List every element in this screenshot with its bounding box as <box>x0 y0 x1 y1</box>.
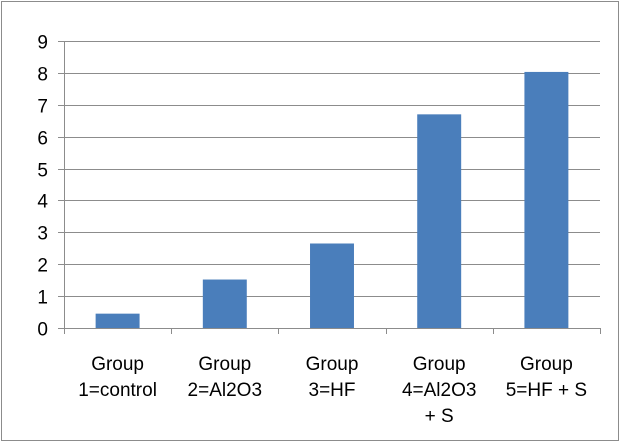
y-tick-label: 5 <box>37 161 48 182</box>
y-tick-label: 1 <box>37 288 48 309</box>
x-category-label: Group <box>413 354 466 375</box>
y-tick-label: 4 <box>37 192 48 213</box>
x-category-label: 5=HF + S <box>506 380 587 401</box>
y-tick-label: 9 <box>37 33 48 54</box>
grid-layer <box>58 41 600 329</box>
bar <box>95 313 140 328</box>
y-tick-labels: 0 1 2 3 4 5 6 7 8 9 <box>37 33 48 341</box>
x-category-label: Group <box>91 354 144 375</box>
x-category-label: 4=Al2O3 <box>402 380 476 401</box>
bar <box>202 279 247 328</box>
x-category-label: 3=HF <box>309 380 356 401</box>
x-category-label: Group <box>198 354 251 375</box>
y-tick-label: 8 <box>37 65 48 86</box>
y-tick-label: 0 <box>37 320 48 341</box>
x-category-labels: Group 1=control Group 2=Al2O3 Group 3=HF Group… <box>78 354 587 427</box>
bar <box>310 243 354 328</box>
bar <box>417 114 462 328</box>
y-tick-label: 7 <box>37 97 48 118</box>
x-category-label: Group <box>520 354 573 375</box>
x-category-label: Group <box>306 354 359 375</box>
bar-layer <box>95 71 569 328</box>
x-category-label: + S <box>425 406 454 427</box>
y-tick-label: 3 <box>37 224 48 245</box>
y-tick-label: 2 <box>37 256 48 277</box>
x-category-label: 2=Al2O3 <box>188 380 262 401</box>
axis-layer <box>64 41 601 334</box>
x-category-label: 1=control <box>78 380 157 401</box>
bar <box>524 71 569 328</box>
y-tick-label: 6 <box>37 129 48 150</box>
